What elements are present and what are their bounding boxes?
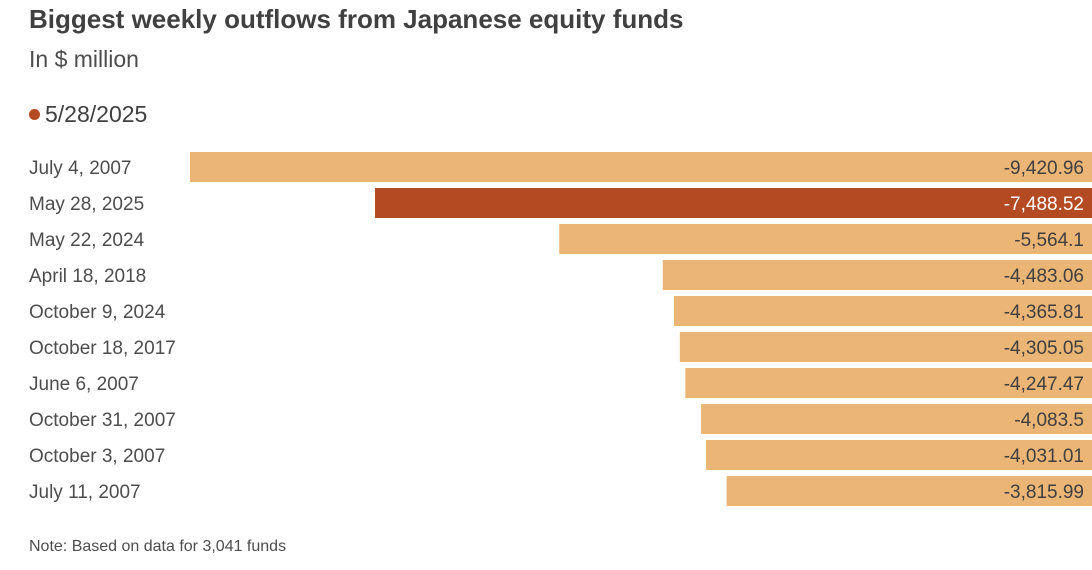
category-label-3: April 18, 2018 (29, 266, 146, 287)
bar-2 (559, 224, 1092, 254)
value-label-4: -4,365.81 (1004, 302, 1084, 323)
value-label-2: -5,564.1 (1014, 230, 1084, 251)
value-label-0: -9,420.96 (1004, 158, 1084, 179)
category-label-6: June 6, 2007 (29, 374, 139, 395)
category-label-7: October 31, 2007 (29, 410, 176, 431)
category-label-1: May 28, 2025 (29, 194, 144, 215)
bar-4 (674, 296, 1092, 326)
bar-7 (701, 404, 1092, 434)
category-label-2: May 22, 2024 (29, 230, 145, 251)
legend: 5/28/2025 (29, 101, 147, 128)
chart-subtitle: In $ million (29, 46, 139, 72)
value-label-1: -7,488.52 (1004, 194, 1084, 215)
value-label-9: -3,815.99 (1004, 482, 1084, 503)
bar-1 (375, 188, 1092, 218)
bar-9 (726, 476, 1092, 506)
bar-0 (190, 152, 1092, 182)
bar-3 (662, 260, 1092, 290)
legend-dot-icon (29, 109, 40, 120)
value-label-3: -4,483.06 (1004, 266, 1084, 287)
chart-note: Note: Based on data for 3,041 funds (29, 538, 287, 555)
category-label-5: October 18, 2017 (29, 338, 176, 359)
value-label-7: -4,083.5 (1014, 410, 1084, 431)
category-label-4: October 9, 2024 (29, 302, 166, 323)
value-label-6: -4,247.47 (1004, 374, 1084, 395)
category-label-8: October 3, 2007 (29, 446, 165, 467)
legend-label: 5/28/2025 (45, 101, 148, 127)
bar-5 (679, 332, 1092, 362)
category-label-9: July 11, 2007 (29, 482, 141, 503)
bar-chart: July 4, 2007 -9,420.96 May 28, 2025 -7,488.… (29, 152, 1092, 506)
value-label-8: -4,031.01 (1004, 446, 1084, 467)
bar-8 (706, 440, 1092, 470)
chart-title: Biggest weekly outflows from Japanese eq… (29, 4, 684, 34)
category-label-0: July 4, 2007 (29, 158, 131, 179)
bar-6 (685, 368, 1092, 398)
value-label-5: -4,305.05 (1004, 338, 1084, 359)
